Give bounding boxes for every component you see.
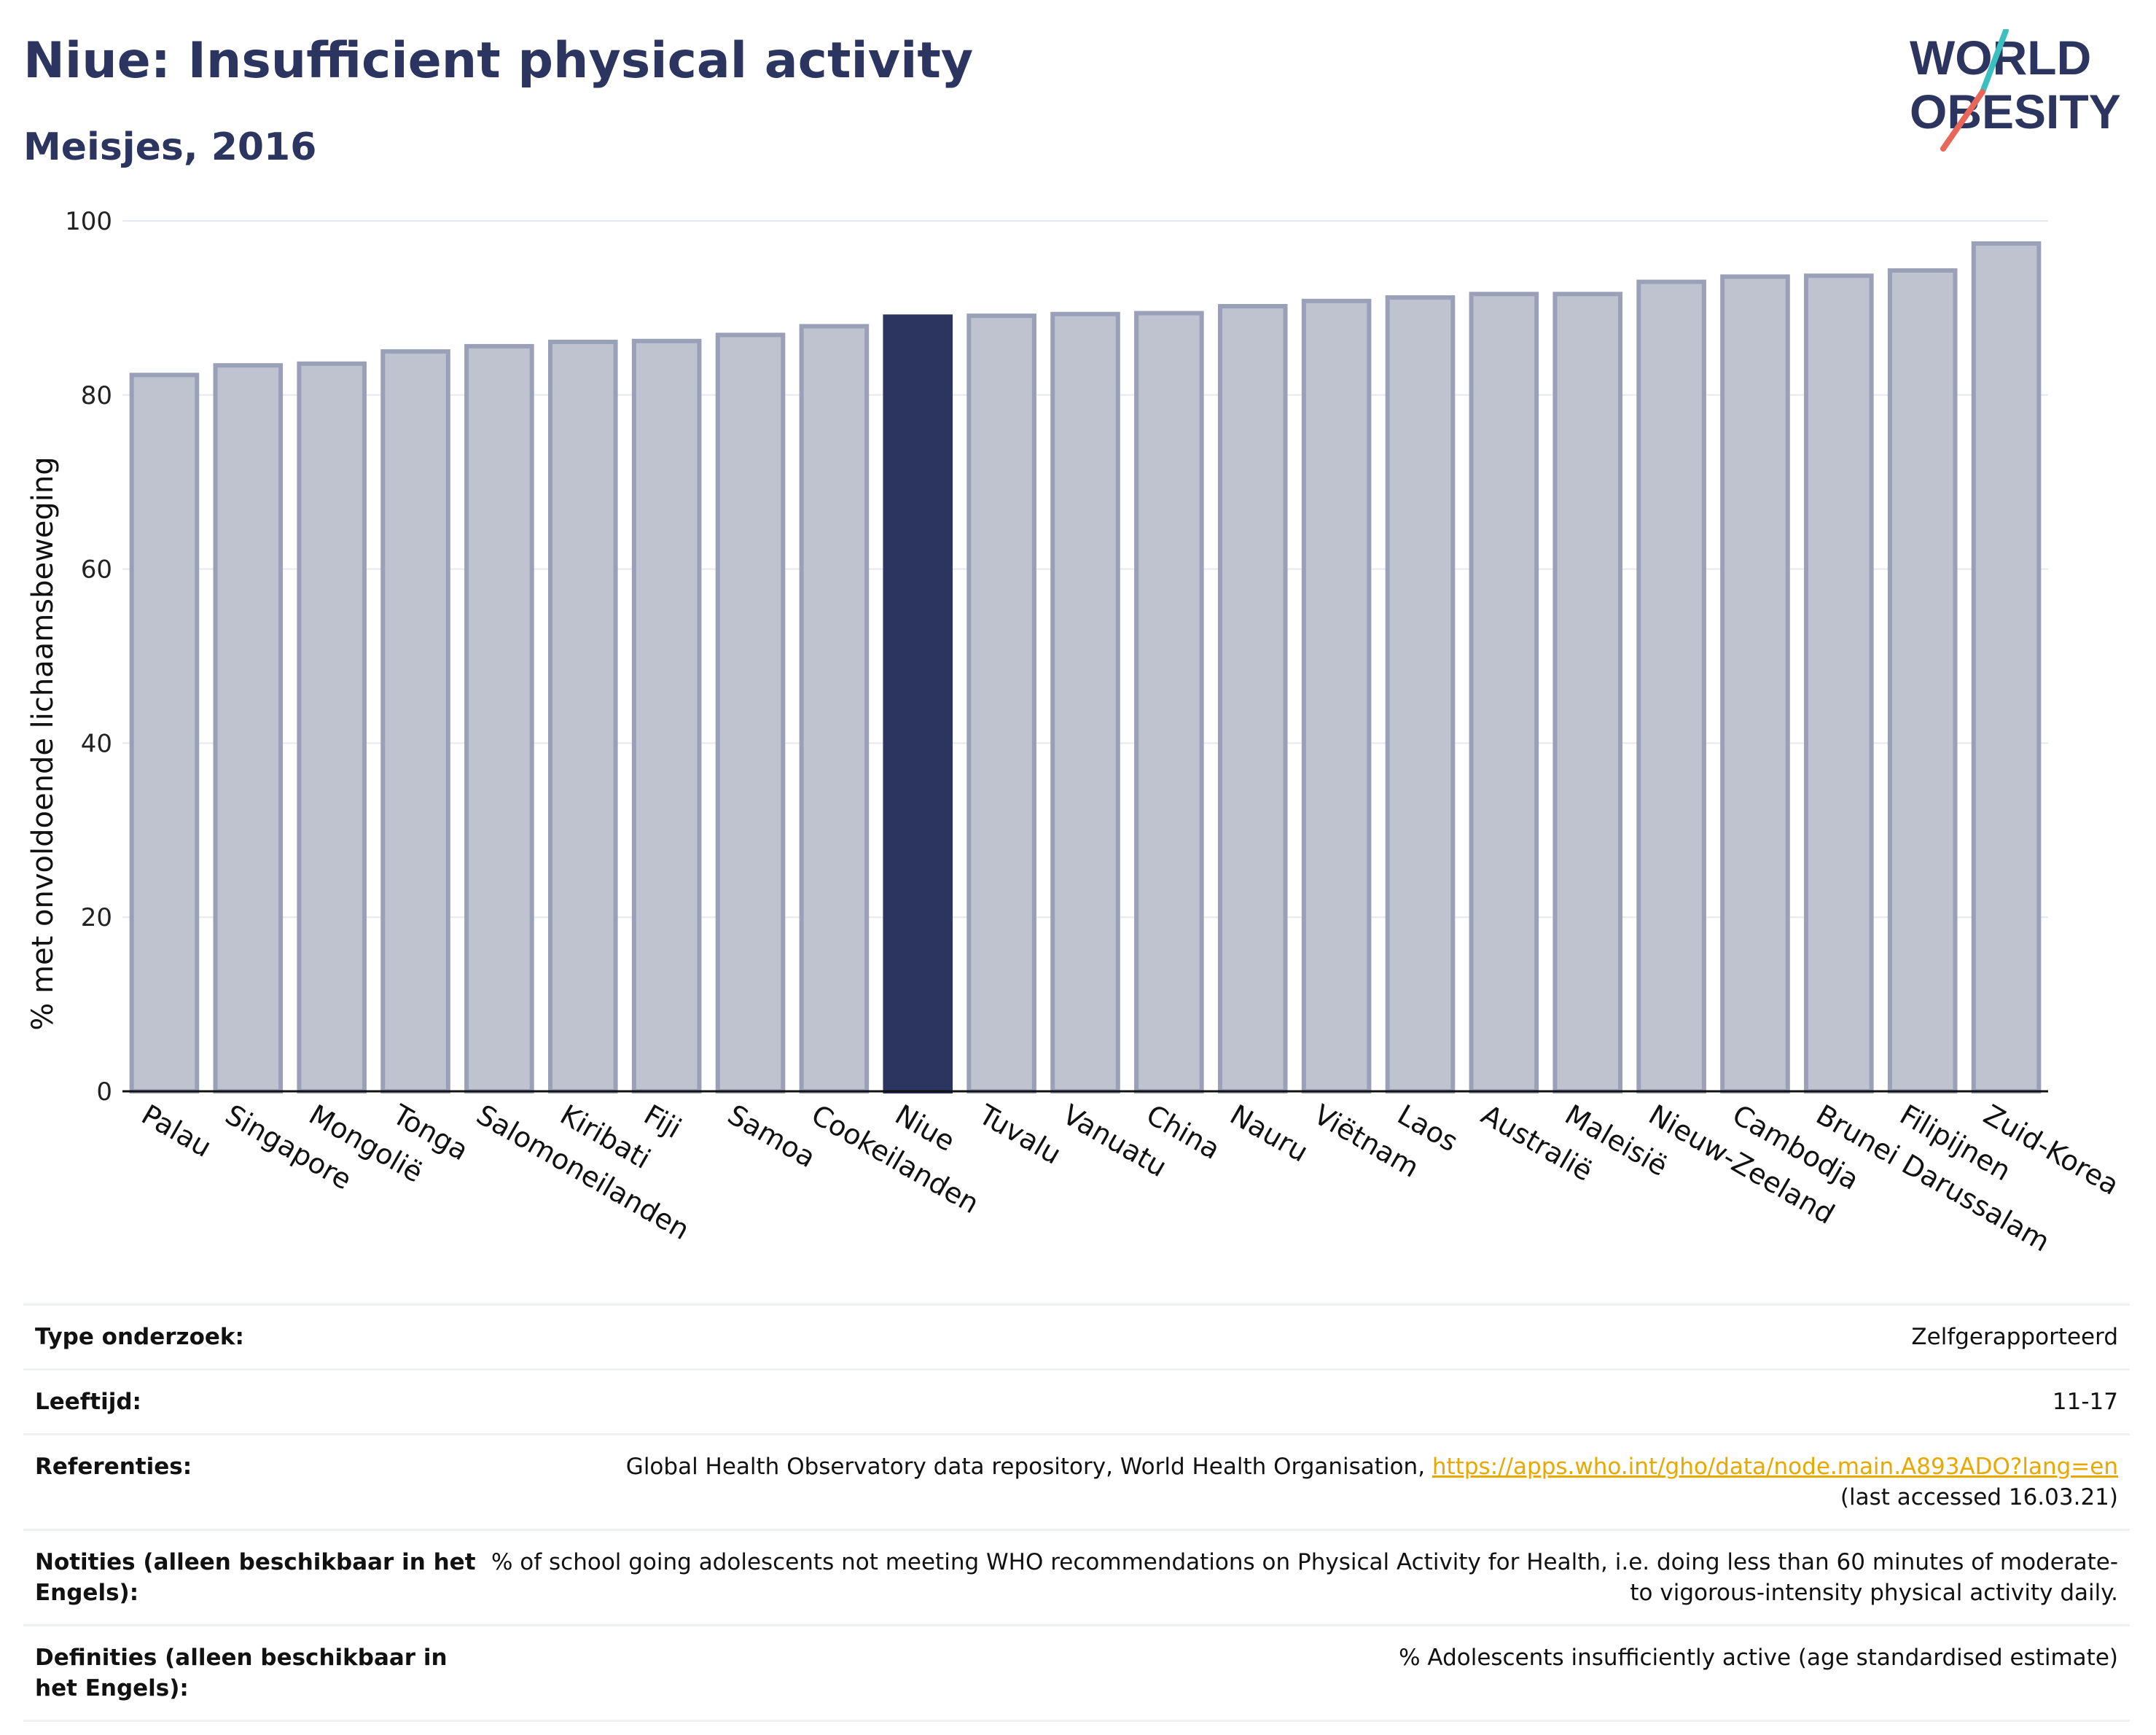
bar xyxy=(1804,273,1874,1093)
page-subtitle: Meisjes, 2016 xyxy=(23,125,317,169)
bar xyxy=(547,339,618,1094)
bar xyxy=(297,361,367,1094)
bar xyxy=(1636,279,1706,1094)
bar xyxy=(213,363,284,1094)
bars xyxy=(129,241,2042,1094)
reference-text: Global Health Observatory data repositor… xyxy=(625,1454,1426,1480)
x-tick-label: Palau xyxy=(136,1099,217,1163)
world-obesity-logo: WORLD OBESITY xyxy=(1910,29,2121,152)
bar xyxy=(715,332,786,1094)
meta-row-definitions: Definities (alleen beschikbaar in het En… xyxy=(23,1624,2130,1722)
bar xyxy=(1050,311,1120,1093)
x-axis-labels: Palau SingaporeMongoliëTongaSalomoneiland… xyxy=(136,1098,2125,1258)
bar xyxy=(966,313,1036,1093)
y-tick-label: 80 xyxy=(81,381,112,410)
x-tick-label: Nauru xyxy=(1225,1099,1313,1169)
bar xyxy=(1971,241,2042,1094)
meta-row-age: Leeftijd: 11-17 xyxy=(23,1368,2130,1433)
bar xyxy=(129,373,200,1093)
bar xyxy=(1720,274,1790,1093)
meta-value: % of school going adolescents not meetin… xyxy=(491,1549,2118,1606)
page-title: Niue: Insufficient physical activity xyxy=(23,32,974,90)
bar-highlight xyxy=(883,314,953,1094)
meta-key: Definities (alleen beschikbaar in het En… xyxy=(35,1645,448,1701)
bar xyxy=(1301,298,1372,1093)
logo-slash-coral-icon xyxy=(1940,89,1985,152)
reference-link[interactable]: https://apps.who.int/gho/data/node.main.… xyxy=(1432,1454,2118,1480)
y-tick-label: 60 xyxy=(81,555,112,585)
x-tick-label: Tuvalu xyxy=(973,1098,1066,1171)
metadata-table: Type onderzoek: Zelfgerapporteerd Leefti… xyxy=(23,1303,2130,1722)
meta-value: % Adolescents insufficiently active (age… xyxy=(1399,1645,2118,1671)
bar xyxy=(1469,292,1539,1093)
reference-accessed: (last accessed 16.03.21) xyxy=(1840,1484,2118,1510)
y-axis-title: % met onvoldoende lichaamsbeweging xyxy=(26,456,60,1030)
y-tick-label: 20 xyxy=(81,903,112,932)
meta-value: 11-17 xyxy=(2052,1389,2118,1415)
meta-key: Notities (alleen beschikbaar in het Enge… xyxy=(35,1549,476,1606)
logo-slash-teal-icon xyxy=(1980,29,2009,95)
bar xyxy=(380,349,450,1094)
meta-value: Zelfgerapporteerd xyxy=(1911,1324,2118,1350)
y-tick-label: 100 xyxy=(65,207,112,236)
bar-chart: 0 20 40 60 80 100 Palau SingaporeMongoliëTonga… xyxy=(26,207,2125,1258)
logo-line2: OBESITY xyxy=(1910,85,2121,139)
meta-row-survey-type: Type onderzoek: Zelfgerapporteerd xyxy=(23,1303,2130,1368)
bar xyxy=(631,338,702,1094)
x-tick-label: Samoa xyxy=(722,1099,821,1174)
bar xyxy=(1134,311,1204,1094)
meta-row-notes: Notities (alleen beschikbaar in het Enge… xyxy=(23,1529,2130,1624)
bar xyxy=(1385,295,1456,1093)
bar xyxy=(464,343,534,1094)
y-tick-label: 0 xyxy=(96,1077,112,1107)
x-tick-label: Fiji xyxy=(638,1099,687,1145)
bar xyxy=(1887,268,1958,1094)
bar xyxy=(799,324,870,1093)
y-axis-ticks: 0 20 40 60 80 100 xyxy=(65,207,112,1107)
meta-key: Leeftijd: xyxy=(35,1389,141,1415)
meta-key: Type onderzoek: xyxy=(35,1324,244,1350)
bar xyxy=(1552,292,1623,1093)
y-tick-label: 40 xyxy=(81,729,112,758)
meta-key: Referenties: xyxy=(35,1454,192,1480)
meta-value: Global Health Observatory data repositor… xyxy=(487,1451,2118,1513)
meta-row-references: Referenties: Global Health Observatory d… xyxy=(23,1433,2130,1529)
bar xyxy=(1217,304,1288,1094)
